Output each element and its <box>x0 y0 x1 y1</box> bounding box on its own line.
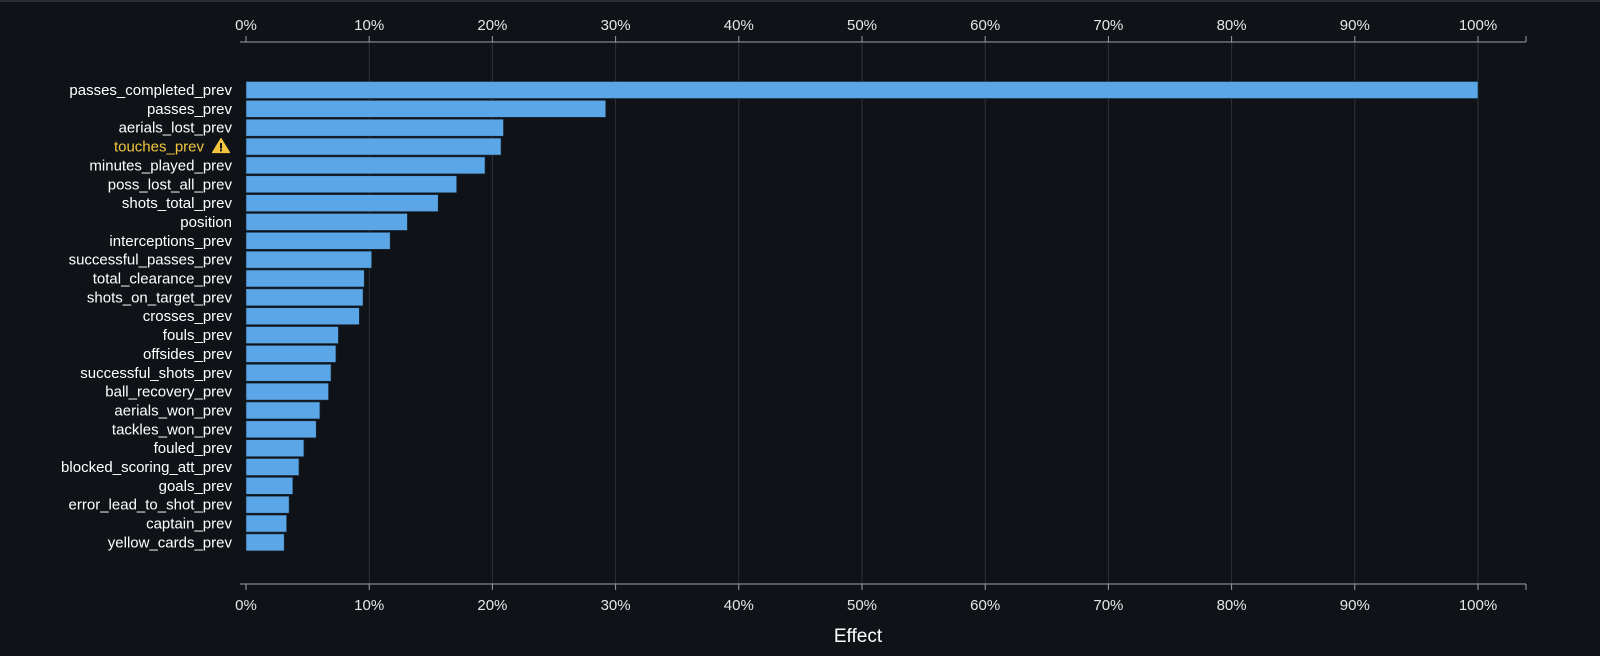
category-label-tackles_won_prev: tackles_won_prev <box>112 421 233 438</box>
bar-position[interactable] <box>245 213 408 231</box>
bar-total_clearance_prev[interactable] <box>245 269 365 288</box>
top-tick-label: 40% <box>724 17 754 34</box>
x-axis-title: Effect <box>834 626 883 647</box>
bottom-tick-label: 60% <box>970 597 1000 614</box>
bottom-tick-label: 20% <box>477 597 507 614</box>
category-label-blocked_scoring_att_prev: blocked_scoring_att_prev <box>61 459 232 476</box>
category-label-minutes_played_prev: minutes_played_prev <box>89 157 232 174</box>
bar-shots_total_prev[interactable] <box>245 194 439 212</box>
top-tick-label: 70% <box>1093 17 1123 34</box>
category-label-crosses_prev: crosses_prev <box>143 308 233 325</box>
top-tick-label: 0% <box>235 17 257 34</box>
bar-offsides_prev[interactable] <box>245 345 337 363</box>
top-tick-label: 90% <box>1340 17 1370 34</box>
top-tick-label: 30% <box>601 17 631 34</box>
bottom-tick-label: 40% <box>724 597 754 614</box>
bar-goals_prev[interactable] <box>245 477 294 495</box>
bottom-tick-label: 50% <box>847 597 877 614</box>
bar-poss_lost_all_prev[interactable] <box>245 175 457 194</box>
bar-interceptions_prev[interactable] <box>245 232 391 250</box>
category-label-yellow_cards_prev: yellow_cards_prev <box>108 534 233 551</box>
bars <box>245 81 1479 552</box>
bar-error_lead_to_shot_prev[interactable] <box>245 495 290 514</box>
bar-successful_passes_prev[interactable] <box>245 250 372 269</box>
bar-aerials_lost_prev[interactable] <box>245 118 504 137</box>
top-tick-label: 20% <box>477 17 507 34</box>
bar-captain_prev[interactable] <box>245 514 287 533</box>
warning-icon <box>211 137 231 154</box>
bar-fouls_prev[interactable] <box>245 326 339 344</box>
category-label-fouls_prev: fouls_prev <box>163 327 233 344</box>
category-label-ball_recovery_prev: ball_recovery_prev <box>105 384 232 401</box>
category-label-goals_prev: goals_prev <box>159 478 233 495</box>
category-label-error_lead_to_shot_prev: error_lead_to_shot_prev <box>69 497 233 514</box>
bar-passes_completed_prev[interactable] <box>245 81 1479 99</box>
category-label-successful_shots_prev: successful_shots_prev <box>80 365 232 382</box>
bottom-tick-label: 90% <box>1340 597 1370 614</box>
top-tick-label: 50% <box>847 17 877 34</box>
bar-shots_on_target_prev[interactable] <box>245 288 364 307</box>
bottom-tick-label: 100% <box>1459 597 1497 614</box>
bar-successful_shots_prev[interactable] <box>245 363 332 382</box>
top-tick-label: 100% <box>1459 17 1497 34</box>
bar-passes_prev[interactable] <box>245 100 607 118</box>
top-tick-label: 10% <box>354 17 384 34</box>
category-label-passes_completed_prev: passes_completed_prev <box>69 82 232 99</box>
bar-yellow_cards_prev[interactable] <box>245 533 285 552</box>
category-label-offsides_prev: offsides_prev <box>143 346 232 363</box>
bar-minutes_played_prev[interactable] <box>245 156 486 175</box>
top-tick-label: 60% <box>970 17 1000 34</box>
bar-fouled_prev[interactable] <box>245 439 305 457</box>
bottom-tick-label: 10% <box>354 597 384 614</box>
category-label-total_clearance_prev: total_clearance_prev <box>93 271 233 288</box>
top-tick-label: 80% <box>1217 17 1247 34</box>
bar-aerials_won_prev[interactable] <box>245 401 321 420</box>
bottom-tick-label: 0% <box>235 597 257 614</box>
category-label-shots_on_target_prev: shots_on_target_prev <box>87 289 233 306</box>
gridlines <box>368 42 1479 584</box>
bottom-tick-label: 30% <box>601 597 631 614</box>
category-label-passes_prev: passes_prev <box>147 101 233 118</box>
category-label-captain_prev: captain_prev <box>146 516 232 533</box>
category-label-fouled_prev: fouled_prev <box>154 440 233 457</box>
bottom-tick-label: 70% <box>1093 597 1123 614</box>
category-labels: passes_completed_prev passes_prev aerials_… <box>61 82 232 551</box>
axes: 0% 0% 10% 10% 20% 20% 30% 30% 40% 40% 50% 50% 60% 60%… <box>235 17 1527 614</box>
bar-tackles_won_prev[interactable] <box>245 420 317 439</box>
category-label-aerials_won_prev: aerials_won_prev <box>114 402 232 419</box>
bar-touches_prev[interactable] <box>245 137 502 156</box>
bar-crosses_prev[interactable] <box>245 307 360 326</box>
category-label-position: position <box>180 214 232 231</box>
category-label-aerials_lost_prev: aerials_lost_prev <box>119 120 233 137</box>
bar-ball_recovery_prev[interactable] <box>245 382 329 401</box>
category-label-shots_total_prev: shots_total_prev <box>122 195 233 212</box>
category-label-successful_passes_prev: successful_passes_prev <box>69 252 233 269</box>
category-label-interceptions_prev: interceptions_prev <box>109 233 232 250</box>
category-label-touches_prev: touches_prev <box>114 139 205 156</box>
category-label-poss_lost_all_prev: poss_lost_all_prev <box>108 176 233 193</box>
bottom-tick-label: 80% <box>1217 597 1247 614</box>
bar-blocked_scoring_att_prev[interactable] <box>245 458 300 476</box>
